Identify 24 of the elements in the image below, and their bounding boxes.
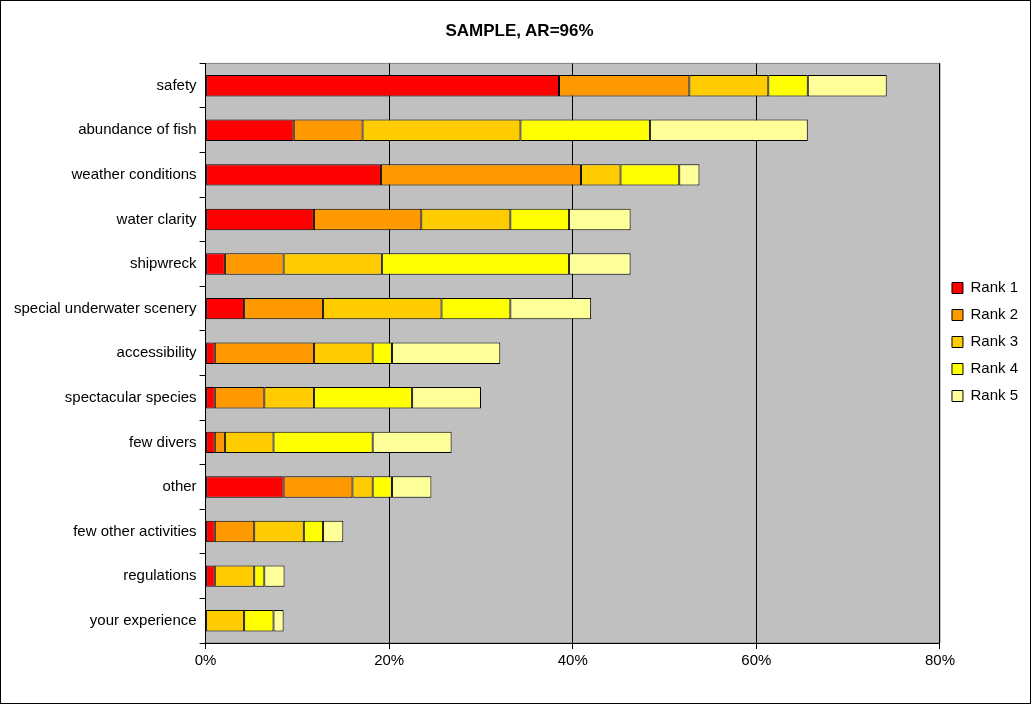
legend-label: Rank 4 <box>970 359 1018 377</box>
legend-label: Rank 1 <box>970 278 1018 296</box>
y-tick-label: few other activities <box>73 521 197 539</box>
y-tick-label: safety <box>156 75 198 93</box>
legend-label: Rank 2 <box>970 305 1018 323</box>
y-tick-label: few divers <box>129 432 197 450</box>
y-tick-label: special underwater scenery <box>14 298 198 316</box>
x-tick-label: 80% <box>924 651 955 669</box>
y-tick-label: regulations <box>123 566 197 584</box>
x-tick-label: 60% <box>741 651 772 669</box>
y-tick-label: water clarity <box>115 209 198 227</box>
y-tick-label: your experience <box>89 610 197 628</box>
x-tick-label: 20% <box>374 651 405 669</box>
legend-label: Rank 3 <box>970 332 1018 350</box>
y-tick-label: spectacular species <box>64 387 197 405</box>
y-tick-label: weather conditions <box>70 165 197 182</box>
y-tick-label: abundance of fish <box>78 120 197 138</box>
x-tick-label: 40% <box>557 651 588 669</box>
chart-title: SAMPLE, AR=96% <box>445 20 594 40</box>
y-tick-label: other <box>162 477 197 495</box>
legend-label: Rank 5 <box>970 386 1018 404</box>
y-tick-label: accessibility <box>116 343 198 361</box>
y-tick-label: shipwreck <box>129 254 198 272</box>
x-tick-label: 0% <box>194 651 217 669</box>
